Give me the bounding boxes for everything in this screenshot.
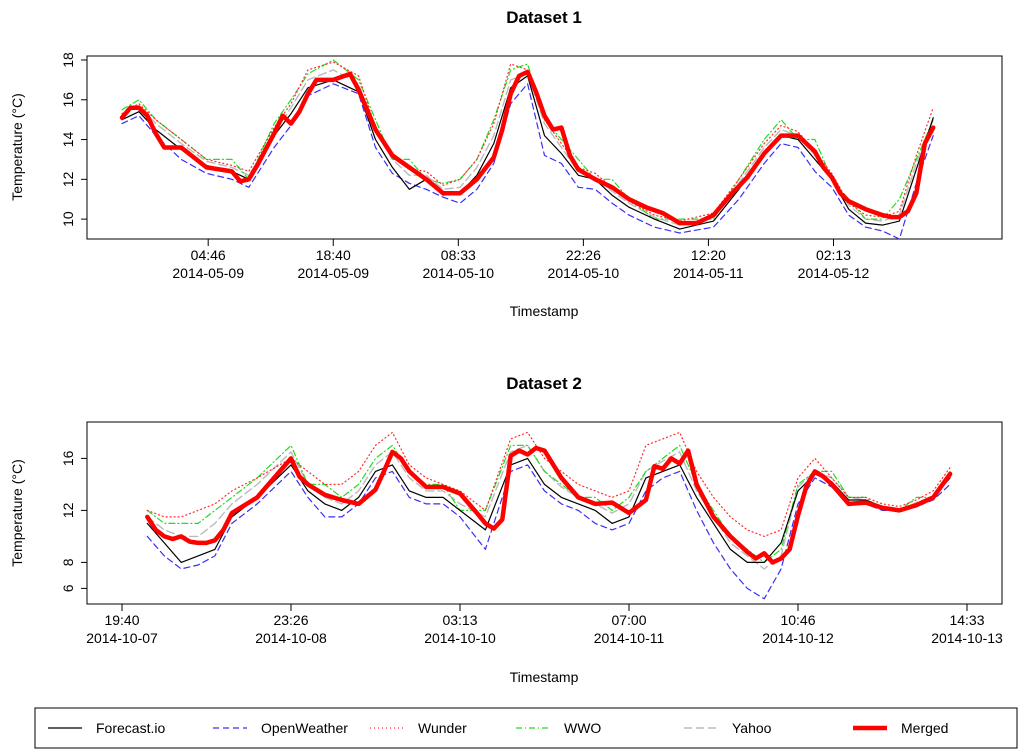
x-axis-label: Timestamp — [510, 303, 579, 319]
y-tick-label: 12 — [60, 171, 76, 187]
series-line-openweather — [121, 83, 934, 239]
x-tick-time: 10:46 — [780, 612, 815, 628]
x-tick-time: 18:40 — [316, 247, 351, 263]
y-tick-label: 14 — [60, 132, 76, 148]
legend-label: Forecast.io — [96, 720, 165, 736]
x-tick-time: 23:26 — [273, 612, 308, 628]
x-tick-date: 2014-10-10 — [424, 630, 496, 646]
chart-title: Dataset 1 — [506, 8, 582, 27]
legend-label: Merged — [901, 720, 948, 736]
plot-frame — [86, 55, 1003, 240]
x-tick-date: 2014-10-12 — [762, 630, 834, 646]
x-axis-label: Timestamp — [510, 669, 579, 685]
series-lines — [145, 431, 953, 600]
x-tick-time: 08:33 — [441, 247, 476, 263]
x-tick-date: 2014-05-11 — [673, 265, 744, 281]
plot-frame — [86, 421, 1003, 605]
x-tick-date: 2014-10-07 — [86, 630, 158, 646]
x-tick-time: 14:33 — [949, 612, 984, 628]
x-tick-date: 2014-05-09 — [172, 265, 244, 281]
chart-panel-2: Dataset 2 6 8 12 16 19:40 2014-10-07 23:26 201… — [9, 374, 1003, 685]
y-axis: 10 12 14 16 18 — [60, 52, 87, 227]
x-axis: 19:40 2014-10-07 23:26 2014-10-08 03:13 2014-… — [86, 604, 1003, 646]
x-tick-time: 12:20 — [691, 247, 726, 263]
legend-label: OpenWeather — [261, 720, 348, 736]
x-tick-time: 04:46 — [191, 247, 226, 263]
x-tick-date: 2014-10-08 — [255, 630, 327, 646]
chart-title: Dataset 2 — [506, 374, 582, 393]
y-tick-label: 16 — [60, 92, 76, 108]
chart-panel-1: Dataset 1 10 12 14 16 18 04:46 2014-05-09 18:4… — [9, 8, 1003, 319]
legend: Forecast.io OpenWeather Wunder WWO Yahoo Merg… — [34, 707, 1018, 749]
x-tick-date: 2014-05-12 — [798, 265, 870, 281]
y-axis-label: Temperature (°C) — [9, 459, 25, 567]
x-tick-date: 2014-10-13 — [931, 630, 1003, 646]
y-tick-label: 16 — [60, 450, 76, 466]
legend-label: Wunder — [418, 720, 467, 736]
y-axis-label: Temperature (°C) — [9, 93, 25, 201]
series-line-merged — [119, 69, 936, 226]
series-line-openweather — [146, 464, 951, 600]
series-line-wwo — [121, 59, 934, 220]
series-lines — [119, 59, 936, 239]
series-line-merged — [145, 445, 953, 565]
y-tick-label: 12 — [60, 502, 76, 518]
x-tick-time: 22:26 — [566, 247, 601, 263]
y-axis: 6 8 12 16 — [60, 450, 87, 592]
y-tick-label: 10 — [60, 211, 76, 227]
x-tick-time: 02:13 — [816, 247, 851, 263]
x-tick-date: 2014-05-10 — [422, 265, 494, 281]
legend-label: Yahoo — [732, 720, 772, 736]
x-axis: 04:46 2014-05-09 18:40 2014-05-09 08:33 2014-… — [172, 239, 870, 281]
series-line-wwo — [146, 444, 951, 564]
x-tick-date: 2014-05-09 — [297, 265, 369, 281]
series-line-wunder — [146, 431, 951, 538]
y-tick-label: 6 — [60, 584, 76, 592]
y-tick-label: 18 — [60, 52, 76, 68]
y-tick-label: 8 — [60, 558, 76, 566]
series-line-yahoo — [146, 444, 951, 570]
x-tick-date: 2014-10-11 — [594, 630, 665, 646]
x-tick-time: 07:00 — [611, 612, 646, 628]
x-tick-time: 19:40 — [104, 612, 139, 628]
x-tick-date: 2014-05-10 — [548, 265, 620, 281]
x-tick-time: 03:13 — [442, 612, 477, 628]
legend-label: WWO — [564, 720, 601, 736]
